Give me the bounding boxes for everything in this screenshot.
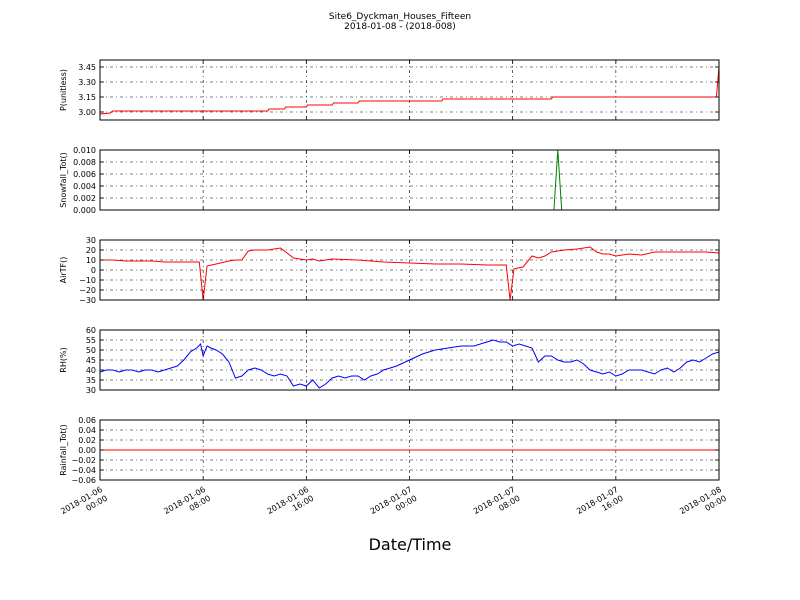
y-tick-label: 0.06: [78, 416, 96, 425]
y-tick-label: 0.02: [78, 436, 96, 445]
y-tick-label: 3.30: [78, 78, 96, 87]
subplots: 3.003.153.303.45P(unitless)0.0000.0020.0…: [59, 59, 720, 485]
y-tick-label: 20: [86, 246, 96, 255]
y-axis-label: Snowfall_Tot(): [59, 152, 68, 208]
y-tick-label: 30: [86, 236, 96, 245]
x-axis-ticks: 2018-01-0600:00 2018-01-0608:00 2018-01-06…: [59, 485, 728, 525]
y-tick-label: 30: [86, 386, 96, 395]
subplot-5: −0.06−0.04−0.020.000.020.040.06 Rainfall_…: [59, 416, 720, 485]
y-tick-label: 0.002: [73, 194, 96, 203]
y-tick-label: 10: [86, 256, 96, 265]
series-line-1-1: [100, 66, 719, 115]
y-tick-label: 3.15: [78, 93, 96, 102]
x-tick-label: 2018-01-0700:00: [369, 485, 419, 525]
y-axis-label: AirTF(): [59, 257, 68, 284]
x-tick-label: 2018-01-0716:00: [575, 485, 625, 525]
y-tick-label: 35: [86, 376, 96, 385]
y-tick-label: 40: [86, 366, 96, 375]
y-tick-label: 0.00: [78, 446, 96, 455]
subplot-2: 0.000 0.002 0.004 0.006 0.008 0.010 Snowfall_T…: [59, 146, 720, 215]
y-tick-label: −20: [79, 286, 96, 295]
x-tick-label: 2018-01-0600:00: [59, 485, 109, 525]
x-tick-label: 2018-01-0800:00: [678, 485, 728, 525]
x-tick-label: 2018-01-0608:00: [162, 485, 212, 525]
y-axis-label: P(unitless): [59, 69, 68, 111]
series-line-4-1: [100, 339, 719, 389]
y-tick-label: 3.45: [78, 63, 96, 72]
y-tick-label: 0.010: [73, 146, 96, 155]
x-tick-label: 2018-01-0616:00: [266, 485, 316, 525]
y-tick-label: 0.008: [73, 158, 96, 167]
y-axis-label: Rainfall_Tot(): [59, 424, 68, 476]
y-tick-label: 50: [86, 346, 96, 355]
x-axis-label: Date/Time: [369, 535, 452, 554]
y-tick-label: −10: [79, 276, 96, 285]
y-tick-label: 0.000: [73, 206, 96, 215]
y-tick-label: 0.006: [73, 170, 96, 179]
y-tick-label: −0.02: [71, 456, 96, 465]
y-tick-label: 3.00: [78, 108, 96, 117]
y-tick-label: 0.004: [73, 182, 96, 191]
y-axis-label: RH(%): [59, 347, 68, 372]
y-tick-label: 45: [86, 356, 96, 365]
chart-subtitle: 2018-01-08 - (2018-008): [344, 22, 456, 32]
y-tick-label: 55: [86, 336, 96, 345]
subplot-1: 3.00 3.15 3.30 3.45 P(unitless): [59, 59, 720, 121]
y-tick-label: 60: [86, 326, 96, 335]
y-tick-label: −30: [79, 296, 96, 305]
x-tick-label: 2018-01-0708:00: [472, 485, 522, 525]
y-tick-label: 0: [91, 266, 96, 275]
chart-title: Site6_Dyckman_Houses_Fifteen: [329, 12, 471, 22]
y-tick-label: 0.04: [78, 426, 96, 435]
y-tick-label: −0.04: [71, 466, 96, 475]
series-line-3-1: [100, 246, 719, 300]
y-tick-label: −0.06: [71, 476, 96, 485]
